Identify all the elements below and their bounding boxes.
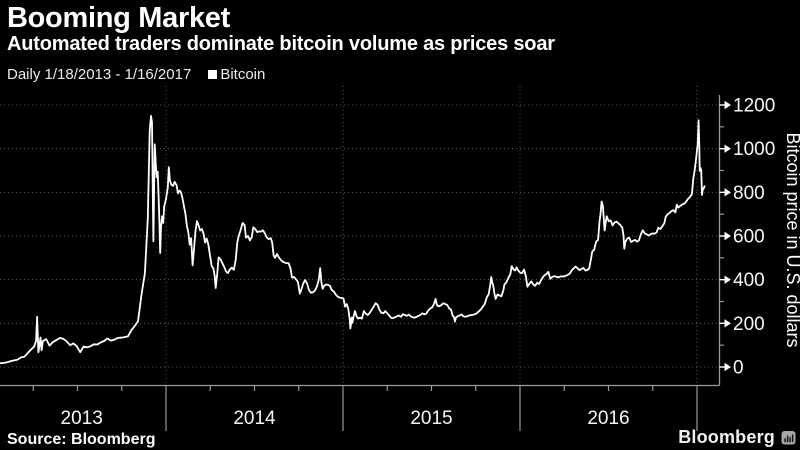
y-tick-arrow-icon bbox=[724, 275, 731, 284]
y-tick-label: 1200 bbox=[733, 96, 775, 117]
source-label: Source: Bloomberg bbox=[7, 431, 156, 448]
bloomberg-logo: Bloomberg bbox=[678, 427, 796, 448]
y-tick-label: 200 bbox=[733, 314, 765, 335]
legend-item-bitcoin: Bitcoin bbox=[208, 66, 265, 83]
y-tick-arrow-icon bbox=[724, 319, 731, 328]
y-tick-label: 400 bbox=[733, 270, 765, 291]
y-tick-label: 800 bbox=[733, 183, 765, 204]
chart-title: Booming Market bbox=[7, 2, 230, 34]
gridlines bbox=[0, 86, 719, 386]
axis-ticks bbox=[32, 100, 731, 431]
y-tick-arrow-icon bbox=[724, 144, 731, 153]
bitcoin-price-line bbox=[0, 115, 706, 365]
y-tick-arrow-icon bbox=[724, 362, 731, 372]
axis-labels: 0 200 400 600 800 1000 1200 2013 2014 2015 2016 Bit… bbox=[61, 96, 800, 430]
bloomberg-logo-text: Bloomberg bbox=[678, 427, 775, 447]
y-tick-arrow-icon bbox=[724, 188, 731, 197]
x-tick-label: 2013 bbox=[61, 408, 103, 429]
y-tick-arrow-icon bbox=[724, 231, 731, 241]
x-tick-label: 2016 bbox=[587, 408, 629, 429]
legend-square-marker-icon bbox=[208, 70, 218, 79]
chart-subtitle: Automated traders dominate bitcoin volum… bbox=[7, 33, 555, 55]
axes bbox=[0, 95, 721, 387]
legend-period-label: Daily 1/18/2013 - 1/16/2017 bbox=[7, 66, 192, 83]
x-tick-label: 2014 bbox=[233, 408, 276, 429]
legend: Daily 1/18/2013 - 1/16/2017 Bitcoin bbox=[7, 66, 265, 83]
y-tick-label: 0 bbox=[733, 358, 744, 379]
x-tick-label: 2015 bbox=[410, 408, 452, 429]
y-tick-label: 1000 bbox=[733, 139, 775, 160]
legend-series-label: Bitcoin bbox=[220, 66, 266, 83]
y-axis-title: Bitcoin price in U.S. dollars bbox=[783, 132, 800, 347]
bloomberg-terminal-bars-icon bbox=[781, 431, 796, 445]
y-tick-label: 600 bbox=[733, 227, 765, 248]
y-tick-arrow-icon bbox=[724, 100, 731, 110]
